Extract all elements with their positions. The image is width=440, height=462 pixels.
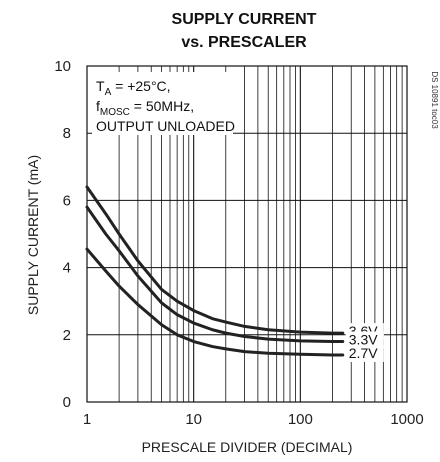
series-line (85, 247, 345, 357)
y-tick-label: 2 (63, 327, 71, 344)
x-tick-label: 10 (185, 411, 202, 428)
series-label-bg (345, 331, 384, 349)
annotation-frequency: fMOSC = 50MHz, (96, 98, 194, 118)
y-tick-label: 10 (54, 58, 71, 75)
series-point (86, 248, 88, 250)
x-tick-label: 100 (288, 411, 313, 428)
series-point (160, 302, 163, 304)
series-point (160, 288, 163, 291)
series-label: 2.7V (349, 345, 378, 361)
series-point (86, 206, 88, 208)
series-point (176, 334, 178, 336)
series-point (299, 353, 302, 356)
tick-labels: 1 10 100 1000 0 2 4 6 8 10 (54, 58, 423, 428)
y-tick-label: 8 (63, 125, 71, 142)
series-point (176, 313, 178, 316)
series-point (341, 332, 344, 334)
series-label: 3.3V (349, 332, 378, 348)
series-line (85, 185, 345, 335)
watermark-text: DS 10891 toc03 (430, 71, 439, 129)
annotation-output: OUTPUT UNLOADED (96, 118, 235, 134)
series-point (86, 186, 88, 188)
series-point (192, 322, 195, 324)
series-point (137, 303, 139, 306)
y-axis-label: SUPPLY CURRENT (mA) (25, 155, 41, 315)
series-point (211, 328, 214, 331)
series-layer: 3.6V3.3V2.7V (85, 185, 384, 362)
y-tick-label: 4 (63, 260, 71, 277)
series-point (224, 321, 227, 323)
series-point (137, 275, 139, 277)
series-point (118, 233, 120, 235)
x-tick-label: 1 (83, 411, 91, 428)
series-point (267, 338, 270, 340)
annotation-temperature: TA = +25°C, (96, 78, 171, 98)
y-tick-label: 0 (63, 394, 71, 411)
series-point (341, 354, 344, 356)
series-line (85, 205, 345, 344)
chart-title-line2: vs. PRESCALER (181, 34, 307, 51)
chart-title-line1: SUPPLY CURRENT (172, 11, 317, 28)
series-point (104, 270, 107, 272)
series-point (211, 317, 214, 320)
y-tick-label: 6 (63, 192, 71, 209)
series-point (243, 350, 246, 353)
series-point (118, 285, 120, 287)
series-point (160, 323, 163, 326)
series-point (104, 233, 107, 235)
series-point (137, 260, 139, 262)
series-point (331, 354, 334, 356)
series-point (341, 340, 344, 343)
series-point (104, 213, 107, 215)
series-point (267, 352, 270, 355)
series-point (331, 340, 334, 343)
series-point (243, 335, 246, 338)
series-point (224, 348, 227, 350)
series-point (224, 332, 227, 334)
series-point (267, 328, 270, 331)
series-point (192, 309, 195, 312)
x-tick-label: 1000 (390, 411, 423, 428)
series-point (211, 345, 214, 348)
series-point (331, 332, 334, 334)
series-point (299, 340, 302, 342)
series-point (192, 340, 195, 343)
series-point (243, 325, 246, 328)
x-axis-label: PRESCALE DIVIDER (DECIMAL) (142, 439, 353, 455)
series-point (299, 331, 302, 333)
series-label-bg (345, 344, 384, 362)
annotation-box (92, 72, 233, 135)
series-point (118, 250, 120, 252)
series-point (176, 300, 178, 303)
